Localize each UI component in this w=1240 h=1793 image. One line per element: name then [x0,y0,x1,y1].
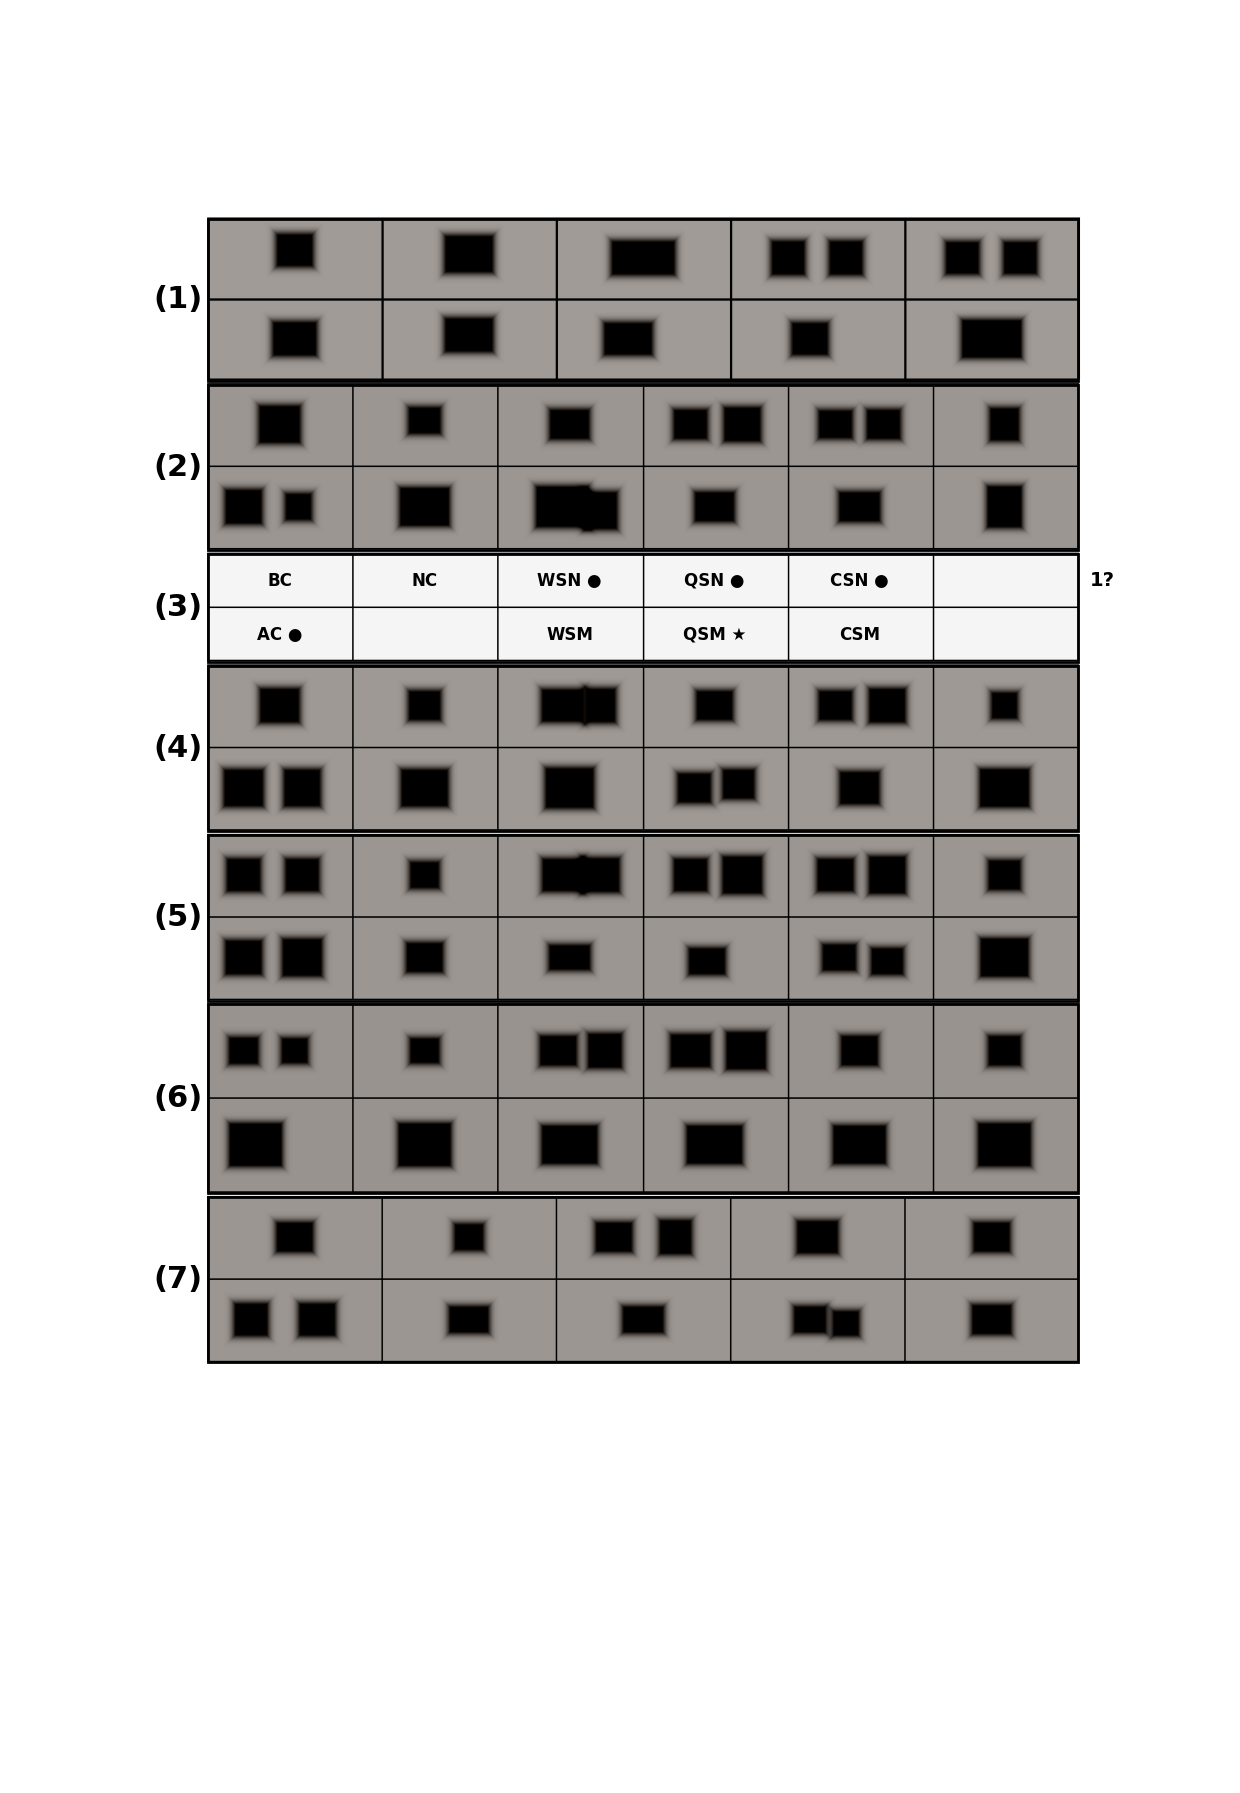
Bar [207,1198,1079,1363]
Text: NC: NC [412,572,438,590]
Text: (4): (4) [153,733,202,762]
Text: (5): (5) [153,904,202,932]
Text: AC ●: AC ● [257,626,303,644]
Bar [207,1004,1079,1192]
Text: WSN ●: WSN ● [537,572,601,590]
Text: 1?: 1? [1090,572,1115,590]
Text: QSM ★: QSM ★ [683,626,746,644]
Text: CSM: CSM [838,626,879,644]
Text: WSM: WSM [546,626,593,644]
Bar [207,384,1079,550]
Text: BC: BC [267,572,293,590]
Text: (6): (6) [153,1085,202,1113]
Text: (3): (3) [153,593,202,622]
Bar [207,665,1079,832]
Bar [207,554,1079,662]
Text: (2): (2) [153,454,202,482]
Text: CSN ●: CSN ● [830,572,889,590]
Text: QSN ●: QSN ● [684,572,744,590]
Bar [207,219,1079,380]
Text: (7): (7) [153,1266,202,1295]
Bar [207,836,1079,1000]
Text: (1): (1) [153,285,202,314]
